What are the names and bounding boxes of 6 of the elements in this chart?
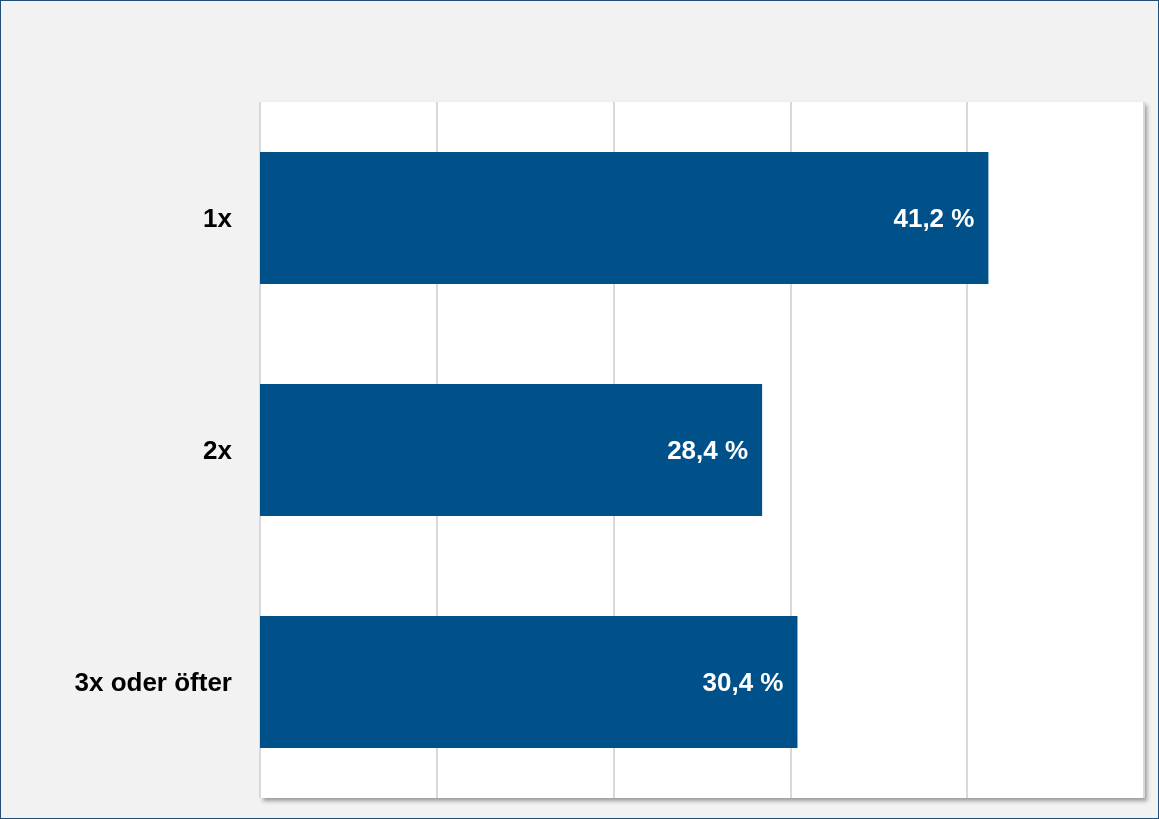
data-label: 41,2 % [893, 203, 975, 233]
y-tick-label: 1x [203, 203, 233, 233]
y-tick-label: 2x [203, 435, 233, 465]
y-tick-label: 3x oder öfter [74, 667, 232, 697]
data-label: 28,4 % [667, 435, 749, 465]
data-label: 30,4 % [702, 667, 784, 697]
